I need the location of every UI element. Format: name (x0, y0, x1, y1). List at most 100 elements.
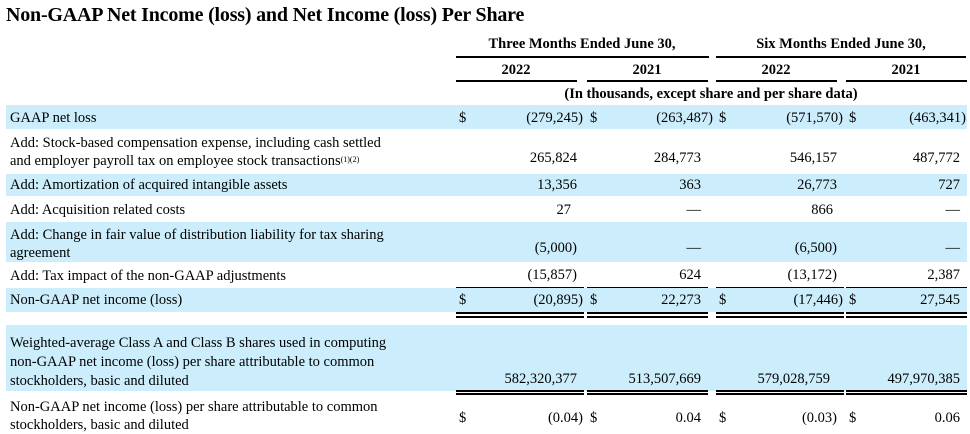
subtotal-rule-1 (456, 287, 584, 288)
total-double-rule-4a (846, 312, 967, 314)
dollar-sign: $ (590, 410, 598, 426)
shares-double-rule-3a (716, 390, 844, 392)
value-cell: (463,341) (909, 110, 966, 126)
row-label-line1: Non-GAAP net income (loss) per share att… (10, 399, 378, 415)
value-cell: (279,245) (526, 110, 583, 126)
value-cell: (13,172) (787, 267, 837, 283)
table-row-fair-value-change: Add: Change in fair value of distributio… (6, 222, 967, 262)
header-rule-six-months (716, 56, 966, 58)
value-cell: (20,895) (533, 292, 583, 308)
total-double-rule-4b (846, 316, 967, 318)
shares-double-rule-2b (587, 393, 708, 395)
dollar-sign: $ (719, 410, 727, 426)
table-row-tax-impact: Add: Tax impact of the non-GAAP adjustme… (6, 263, 967, 287)
value-cell: (263,487) (656, 110, 713, 126)
subtotal-rule-4 (846, 287, 967, 288)
row-label-line2: agreement (10, 245, 71, 261)
row-label: Add: Amortization of acquired intangible… (10, 177, 288, 193)
value-cell: 727 (938, 177, 960, 193)
shares-double-rule-2a (587, 390, 708, 392)
value-cell: 2,387 (927, 267, 960, 283)
value-cell: (0.03) (801, 410, 837, 426)
value-cell: 26,773 (797, 177, 837, 193)
table-row-weighted-average-shares: Weighted-average Class A and Class B sha… (6, 325, 967, 391)
subtotal-rule-2 (587, 287, 708, 288)
table-row-non-gaap-net-income: Non-GAAP net income (loss) (6, 288, 967, 312)
header-year-3: 2022 (761, 62, 791, 78)
dollar-sign: $ (849, 410, 857, 426)
table-row-acquisition-costs: Add: Acquisition related costs (6, 197, 967, 221)
row-label: Add: Tax impact of the non-GAAP adjustme… (10, 268, 287, 284)
dollar-sign: $ (459, 292, 467, 308)
year-rule-4 (846, 80, 967, 82)
value-cell: 284,773 (653, 150, 701, 166)
value-cell: 0.06 (934, 410, 960, 426)
value-cell: (5,000) (534, 240, 577, 256)
value-cell: 0.04 (675, 410, 701, 426)
shares-double-rule-4a (846, 390, 967, 392)
value-cell: (15,857) (527, 267, 577, 283)
value-cell: 363 (679, 177, 701, 193)
total-double-rule-3a (716, 312, 844, 314)
header-six-months: Six Months Ended June 30, (756, 36, 926, 52)
dollar-sign: $ (590, 292, 598, 308)
dollar-sign: $ (719, 292, 727, 308)
value-cell: 513,507,669 (628, 371, 702, 387)
header-year-1: 2022 (501, 62, 531, 78)
total-double-rule-1a (456, 312, 584, 314)
table-row-stock-based-compensation: Add: Stock-based compensation expense, i… (6, 130, 967, 174)
header-year-2: 2021 (632, 62, 662, 78)
shares-double-rule-1b (456, 393, 584, 395)
units-note: (In thousands, except share and per shar… (564, 86, 858, 102)
value-cell: (17,446) (793, 292, 843, 308)
dollar-sign: $ (849, 110, 857, 126)
table-row-amortization: Add: Amortization of acquired intangible… (6, 174, 967, 196)
footnote-marker: (1)(2) (340, 155, 360, 164)
value-cell: 265,824 (529, 150, 577, 166)
value-cell: 624 (679, 267, 701, 283)
year-rule-3 (716, 80, 837, 82)
row-label-line2: stockholders, basic and diluted (10, 417, 189, 433)
row-label-line2: and employer payroll tax on employee sto… (10, 153, 341, 169)
dollar-sign: $ (590, 110, 598, 126)
row-label-line1: Add: Change in fair value of distributio… (10, 227, 384, 243)
year-rule-2 (587, 80, 708, 82)
shares-double-rule-4b (846, 393, 967, 395)
dollar-sign: $ (459, 110, 467, 126)
header-year-4: 2021 (891, 62, 921, 78)
value-cell: — (686, 240, 702, 256)
value-cell: (571,570) (786, 110, 843, 126)
total-double-rule-2a (587, 312, 708, 314)
value-cell: (6,500) (794, 240, 837, 256)
total-double-rule-2b (587, 316, 708, 318)
total-double-rule-3b (716, 316, 844, 318)
value-cell: — (945, 202, 961, 218)
value-cell: 582,320,377 (504, 371, 578, 387)
row-label-line2: non-GAAP net income (loss) per share att… (10, 354, 375, 370)
header-rule-three-months (456, 56, 709, 58)
value-cell: 579,028,759 (757, 371, 831, 387)
shares-double-rule-1a (456, 390, 584, 392)
row-label-line3: stockholders, basic and diluted (10, 373, 189, 389)
value-cell: — (945, 240, 961, 256)
table-row-per-share: Non-GAAP net income (loss) per share att… (6, 395, 967, 434)
subtotal-rule-3 (716, 287, 844, 288)
page-title: Non-GAAP Net Income (loss) and Net Incom… (6, 4, 525, 26)
row-label-line1: Add: Stock-based compensation expense, i… (10, 135, 381, 151)
dollar-sign: $ (459, 410, 467, 426)
dollar-sign: $ (849, 292, 857, 308)
year-rule-1 (456, 80, 577, 82)
dollar-sign: $ (719, 110, 727, 126)
table-row-gaap-net-loss: GAAP net loss (6, 105, 967, 129)
row-label: GAAP net loss (10, 110, 97, 126)
row-label: Add: Acquisition related costs (10, 202, 186, 218)
value-cell: 27 (556, 202, 572, 218)
total-double-rule-1b (456, 316, 584, 318)
row-label: Non-GAAP net income (loss) (10, 292, 183, 308)
value-cell: (0.04) (547, 410, 583, 426)
value-cell: 22,273 (661, 292, 701, 308)
header-three-months: Three Months Ended June 30, (488, 36, 676, 52)
shares-double-rule-3b (716, 393, 844, 395)
value-cell: 497,970,385 (887, 371, 961, 387)
value-cell: 546,157 (789, 150, 837, 166)
